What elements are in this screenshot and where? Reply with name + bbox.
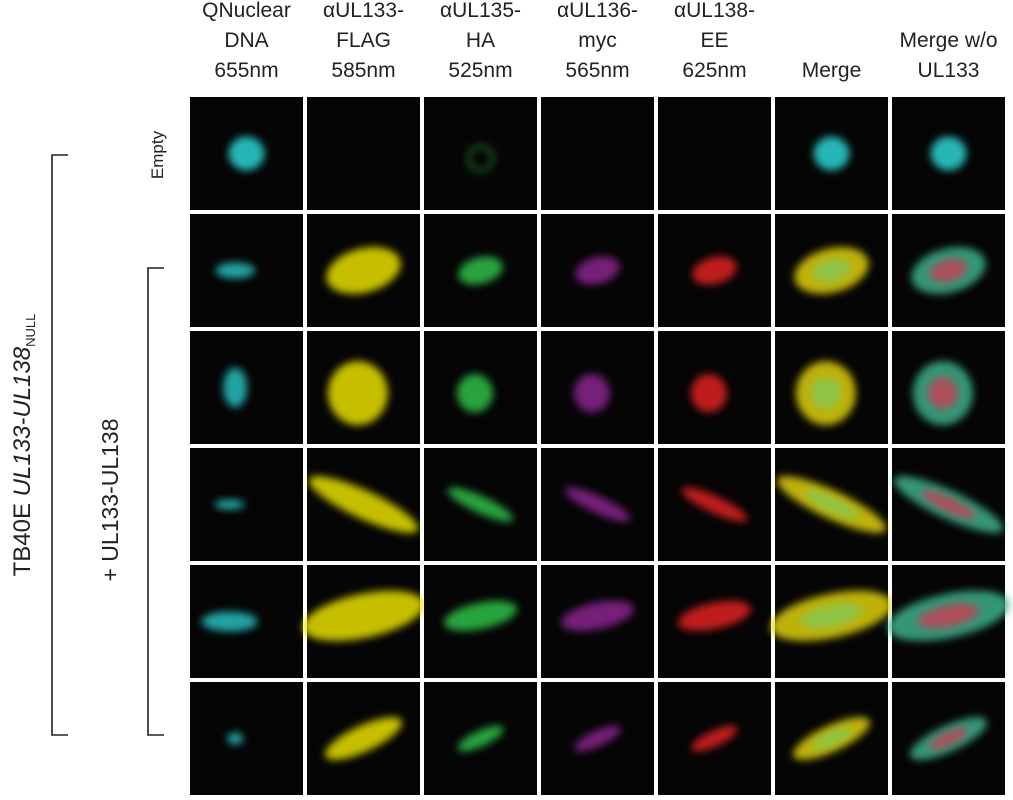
column-header: 625nm <box>682 59 746 82</box>
row-label: Empty <box>148 130 167 179</box>
cell-signal <box>561 600 634 631</box>
inner-label: + UL133-UL138 <box>97 418 123 581</box>
column-header: αUL135- <box>440 0 521 22</box>
cell-signal <box>457 725 504 752</box>
column-header: HA <box>466 29 495 52</box>
merge-signal <box>918 603 979 629</box>
micrograph <box>307 97 420 210</box>
merge-signal <box>810 377 841 410</box>
cell-signal <box>690 373 727 413</box>
micrograph <box>190 682 303 795</box>
nucleus-signal <box>930 136 967 171</box>
merge-signal <box>812 727 851 750</box>
image-grid <box>190 97 1010 795</box>
nucleus-signal <box>813 136 850 171</box>
nucleus-signal <box>228 136 265 171</box>
merge-signal <box>812 258 851 283</box>
column-header: EE <box>700 29 728 52</box>
column-header: 565nm <box>565 59 629 82</box>
outer-bracket <box>51 154 68 736</box>
micrograph <box>541 97 654 210</box>
column-header: Merge w/o <box>899 29 997 52</box>
cell-signal <box>308 476 419 533</box>
cell-signal <box>575 256 620 285</box>
cell-signal <box>444 600 517 631</box>
column-header: FLAG <box>336 29 391 52</box>
cell-signal <box>564 487 631 522</box>
cell-signal <box>678 600 751 631</box>
column-header: αUL138- <box>674 0 755 22</box>
column-header: QNuclear <box>202 0 291 22</box>
column-header: myc <box>578 29 617 52</box>
column-header: 655nm <box>214 59 278 82</box>
cell-signal <box>327 361 388 426</box>
column-header: αUL133- <box>323 0 404 22</box>
merge-signal <box>929 258 968 283</box>
cell-signal <box>458 256 503 285</box>
merge-signal <box>929 727 968 750</box>
outer-label: TB40E UL133-UL138NULL <box>9 314 38 577</box>
column-header: 525nm <box>448 59 512 82</box>
nucleus-signal <box>215 262 256 279</box>
merge-signal <box>921 490 976 519</box>
nucleus-signal <box>223 367 248 408</box>
merge-signal <box>927 377 958 410</box>
merge-signal <box>804 490 859 519</box>
cell-signal <box>325 717 402 760</box>
cell-signal <box>326 247 401 294</box>
column-header: 585nm <box>331 59 395 82</box>
column-header: αUL136- <box>557 0 638 22</box>
cell-signal <box>692 256 737 285</box>
nucleus-signal <box>201 611 258 632</box>
micrograph <box>658 97 771 210</box>
cell-signal <box>691 725 738 752</box>
nucleus-signal <box>227 732 244 745</box>
merge-signal <box>801 603 862 629</box>
micrograph <box>190 448 303 561</box>
column-header: UL133 <box>918 59 980 82</box>
cell-signal <box>574 725 621 752</box>
cell-signal <box>466 144 495 173</box>
cell-signal <box>573 373 610 413</box>
inner-bracket <box>147 267 164 736</box>
cell-signal <box>456 373 493 413</box>
micrograph <box>424 97 537 210</box>
column-header: DNA <box>224 29 268 52</box>
column-header: Merge <box>802 59 862 82</box>
cell-signal <box>447 487 514 522</box>
cell-signal <box>302 590 425 641</box>
cell-signal <box>681 487 748 522</box>
nucleus-signal <box>214 499 245 510</box>
